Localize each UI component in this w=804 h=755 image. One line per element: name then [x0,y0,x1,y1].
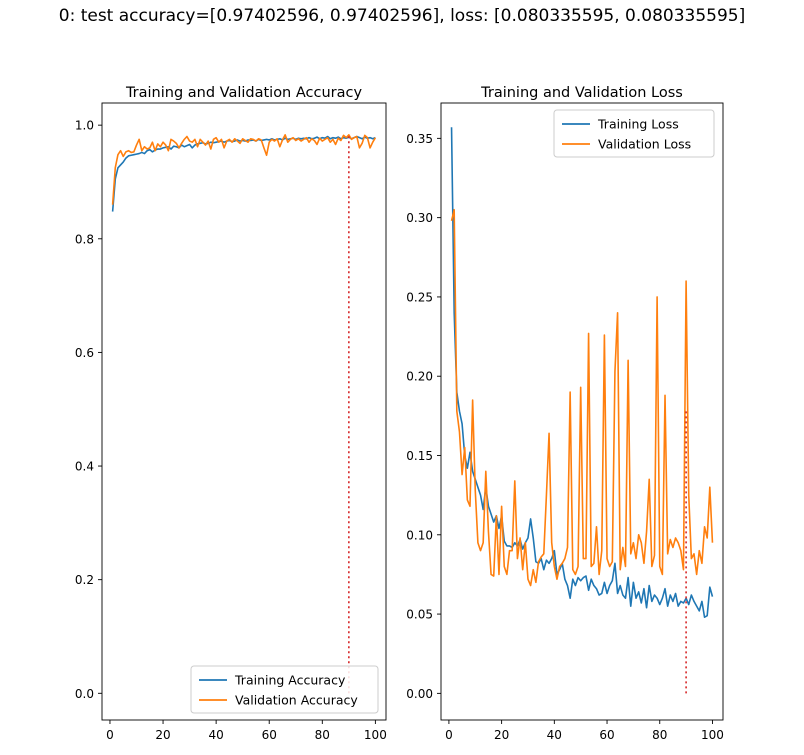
x-tick-label: 60 [599,728,614,742]
chart-title: Training and Validation Loss [480,85,683,101]
chart-panel-1: Training and Validation Accuracy 0 20 40 60 8… [75,85,387,742]
x-tick-label: 100 [364,728,387,742]
y-tick-label: 0.30 [406,211,433,225]
x-tick-label: 80 [652,728,667,742]
x-tick-label: 60 [262,728,277,742]
legend-label: Training Loss [597,117,679,132]
x-tick-label: 40 [547,728,562,742]
legend-label: Validation Loss [598,137,691,152]
chart-panel-2: Training and Validation Loss 0 20 40 60 80 100… [406,85,724,742]
y-tick-label: 0.15 [406,449,433,463]
legend-box [553,109,715,158]
series-line-training [450,127,714,619]
x-tick-label: 20 [494,728,509,742]
series-line-validation [111,134,377,205]
y-tick-label: 0.25 [406,290,433,304]
y-tick-label: 0.00 [406,687,433,701]
x-tick-label: 40 [208,728,223,742]
x-tick-label: 80 [315,728,330,742]
legend: Training Loss Validation Loss [553,109,715,158]
y-tick-label: 0.10 [406,528,433,542]
axes-frame [101,102,387,721]
legend-box [190,665,379,714]
legend-label: Training Accuracy [234,673,346,688]
y-tick-label: 0.05 [406,608,433,622]
y-tick-label: 1.0 [75,119,94,133]
x-tick-label: 0 [106,728,114,742]
y-tick-label: 0.35 [406,132,433,146]
chart-title: Training and Validation Accuracy [125,85,363,101]
x-tick-label: 100 [701,728,724,742]
y-tick-label: 0.8 [75,232,94,246]
legend: Training Accuracy Validation Accuracy [190,665,379,714]
x-tick-label: 20 [155,728,170,742]
figure-title: 0: test accuracy=[0.97402596, 0.97402596… [58,6,746,26]
x-tick-label: 0 [445,728,453,742]
legend-label: Validation Accuracy [235,693,358,708]
y-tick-label: 0.0 [75,687,94,701]
series-line-validation [450,208,714,587]
y-tick-label: 0.6 [75,346,94,360]
series-line-training [111,135,376,212]
y-tick-label: 0.2 [75,573,94,587]
y-tick-label: 0.20 [406,370,433,384]
y-tick-label: 0.4 [75,460,94,474]
axes-frame [440,102,724,721]
